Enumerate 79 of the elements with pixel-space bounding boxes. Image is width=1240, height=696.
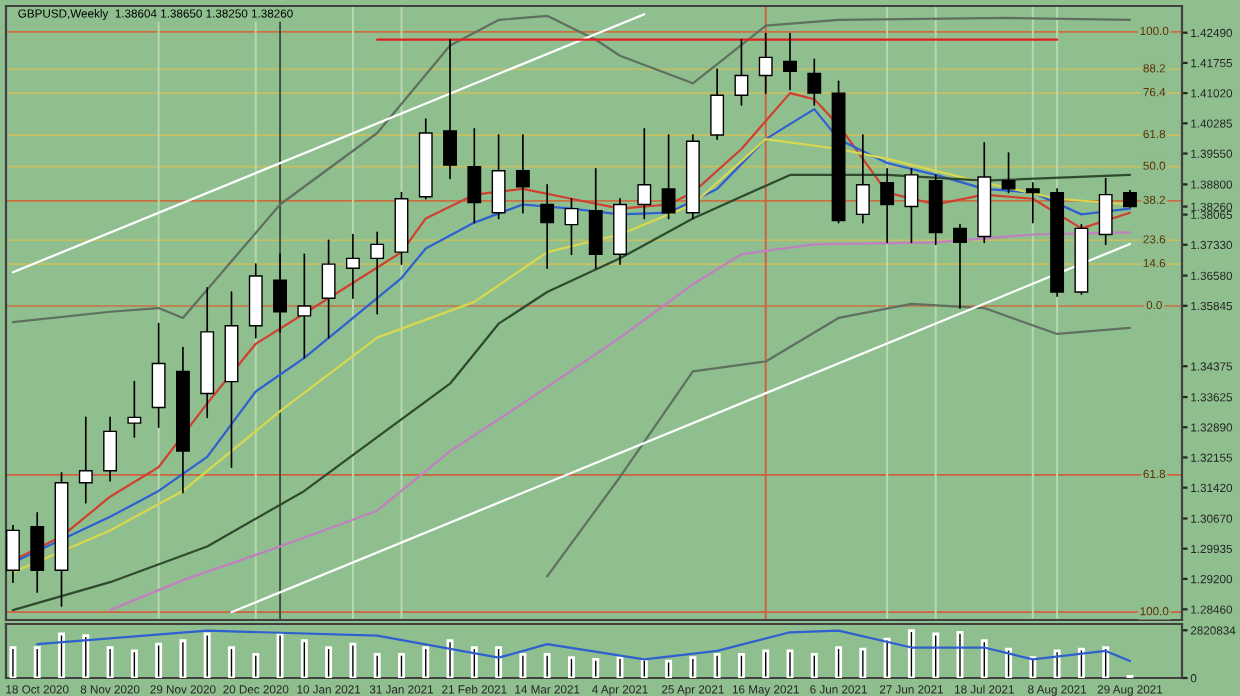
candlestick [78,416,93,504]
bar [907,629,915,678]
bar [737,652,745,678]
bar [980,639,988,678]
bar [203,632,211,678]
line-series [546,302,1132,578]
bar [859,647,867,678]
candlestick [588,167,603,270]
candlestick [6,524,20,584]
line-series [11,173,1132,612]
bar [835,646,843,678]
bar [398,652,405,678]
candlestick [540,183,555,270]
candlestick [783,32,797,91]
bar [470,646,478,678]
line-series [36,629,1132,663]
candlestick [661,134,676,220]
candlestick [127,380,142,438]
bar [82,634,90,678]
candlestick [807,58,822,106]
bar [495,646,503,678]
candlestick [467,128,482,224]
bar [1029,656,1037,678]
bar [1053,649,1061,678]
bar [1102,646,1110,678]
candlestick [880,167,895,244]
bar [130,649,138,678]
bar [640,657,648,678]
candlestick [564,197,579,256]
bar [810,652,818,678]
candlestick [491,134,506,220]
bar [228,646,235,678]
candlestick [710,68,725,140]
candlestick [345,233,360,300]
candlestick [515,134,530,214]
candlestick [758,32,773,94]
candlestick [904,167,919,244]
bar [373,652,381,678]
bar [713,652,721,678]
candlestick [103,416,118,482]
bar [665,659,673,678]
candlestick [321,239,336,339]
bar [762,649,770,678]
bar [1005,647,1013,678]
bar [252,652,260,678]
bar [179,639,187,678]
bar [106,646,114,678]
candlestick [1098,177,1113,246]
candlestick [1001,152,1016,194]
bar [519,652,527,678]
bar [300,639,308,678]
bar [543,652,551,678]
bar [689,656,697,678]
candlestick [30,511,45,593]
bar [155,642,163,678]
candlestick [297,253,312,359]
candlestick [953,223,967,309]
bar [616,656,624,678]
bar [9,646,17,678]
candlestick [1025,181,1040,224]
candlestick [443,38,457,180]
bar [58,632,65,678]
candlestick [637,128,652,220]
bar [883,637,891,678]
bar [422,646,430,678]
bar [33,646,41,678]
candlestick [734,38,749,106]
candlestick [151,322,166,429]
bar [592,657,600,678]
candlestick [855,134,870,224]
bar [276,632,284,678]
bar [349,642,357,678]
bar [567,656,575,678]
bar [325,646,333,678]
bar [446,639,454,678]
bar [932,632,940,678]
candlestick [370,231,385,315]
candlestick [273,253,287,333]
bar [1077,647,1085,678]
